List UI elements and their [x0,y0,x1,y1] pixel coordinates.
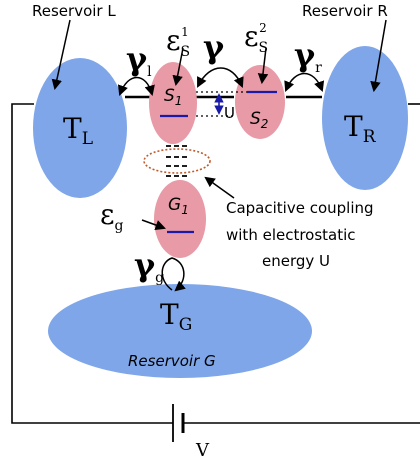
level-guides [196,91,247,117]
reservoir-gate [48,284,312,378]
reservoir-left-caption: Reservoir L [32,2,116,20]
voltage-source [172,404,185,442]
reservoir-right [322,46,408,190]
reservoir-right-caption: Reservoir R [302,2,388,20]
annotation-line-2: with electrostatic [226,226,356,244]
energy-s2-label: εS2 [244,20,268,56]
capacitive-coupling-oval [143,148,211,174]
dot-g1 [154,180,206,258]
dot-s2 [235,65,285,139]
annotation-line-3: energy U [262,252,330,270]
reservoir-left [33,58,127,198]
coupling-left-label: γl [126,40,152,80]
temp-gate: TG [160,298,192,335]
temp-left: TL [63,112,93,149]
coupling-right-label: γr [294,36,322,76]
energy-g-label: εg [100,198,124,234]
bias-label: V [195,440,210,461]
dot-s1-label: S1 [164,86,182,108]
reservoir-gate-caption: Reservoir G [128,352,216,370]
annotation-line-1: Capacitive coupling [226,199,374,217]
circuit-wire [11,103,420,424]
interaction-label: U [224,104,235,122]
caption-pointers [51,19,387,231]
coupling-plates [166,145,190,177]
energy-s1-label: εS1 [166,24,190,60]
temp-right: TR [344,110,377,147]
energy-levels [160,90,277,234]
dot-g1-label: G1 [168,195,189,217]
dot-s1 [149,62,197,144]
tunnel-arrows [117,67,325,292]
coupling-middle-label: γ [203,28,225,66]
dot-s2-label: S2 [250,109,268,131]
coupling-gate-label: γg [134,246,164,286]
